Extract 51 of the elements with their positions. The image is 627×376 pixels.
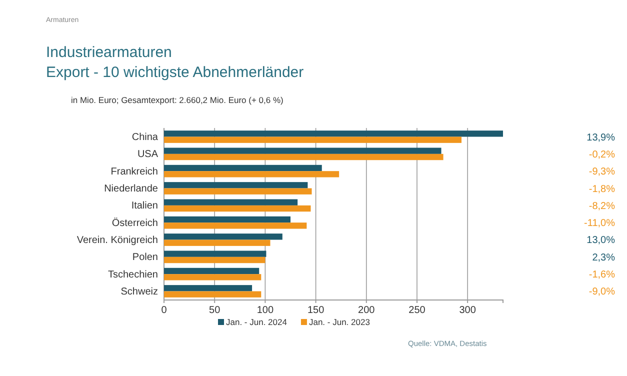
y-tick-label: China bbox=[132, 132, 158, 143]
bar bbox=[164, 130, 503, 137]
bar bbox=[164, 171, 340, 178]
legend-label: Jan. - Jun. 2023 bbox=[308, 317, 370, 327]
y-tick-label: Schweiz bbox=[120, 286, 158, 298]
bar bbox=[164, 205, 311, 212]
y-tick-label: Polen bbox=[132, 252, 158, 264]
text: -11,0% bbox=[584, 218, 616, 230]
y-tick-label: Frankreich bbox=[110, 166, 158, 178]
x-tick-label: 150 bbox=[307, 305, 325, 316]
x-tick-label: 50 bbox=[209, 305, 221, 316]
x-tick-label: 100 bbox=[256, 305, 274, 316]
bar bbox=[164, 148, 442, 154]
y-tick-label: Österreich bbox=[112, 216, 158, 229]
y-tick-label: Niederlande bbox=[104, 183, 158, 194]
y-tick-label: USA bbox=[137, 149, 158, 160]
text: -8,2% bbox=[588, 200, 616, 212]
bar bbox=[164, 256, 266, 264]
x-tick-label: 0 bbox=[161, 305, 168, 316]
bar bbox=[164, 188, 312, 194]
text: 2,3% bbox=[592, 252, 616, 264]
bar bbox=[164, 136, 462, 143]
text: -1,8% bbox=[588, 184, 616, 195]
chart-title: Industriearmaturen Export - 10 wichtigste Abnehmerländer bbox=[46, 44, 304, 81]
bar bbox=[164, 274, 262, 280]
bar bbox=[164, 240, 270, 246]
text: -1,6% bbox=[588, 270, 616, 281]
y-tick-label: Tschechien bbox=[108, 269, 158, 280]
legend-label: Jan. - Jun. 2024 bbox=[226, 317, 288, 327]
text: -9,3% bbox=[588, 166, 616, 178]
text: -0,2% bbox=[588, 149, 616, 160]
chart-subtitle: in Mio. Euro; Gesamtexport: 2.660,2 Mio. Euro (+ 0,6 %) bbox=[71, 95, 284, 105]
bar bbox=[164, 250, 266, 257]
bar bbox=[164, 164, 322, 172]
x-tick-label: 200 bbox=[358, 305, 376, 316]
bar bbox=[164, 216, 290, 223]
bar bbox=[164, 222, 307, 229]
bar bbox=[164, 199, 298, 206]
x-tick-label: 300 bbox=[459, 305, 476, 316]
x-tick-label: 250 bbox=[408, 305, 426, 316]
bar bbox=[164, 234, 282, 240]
y-tick-label: Italien bbox=[131, 200, 158, 212]
y-tick-label: Verein. Königreich bbox=[76, 234, 158, 246]
bar bbox=[164, 154, 444, 160]
bar bbox=[164, 268, 260, 274]
bar bbox=[164, 291, 262, 298]
text: 13,9% bbox=[586, 132, 616, 144]
bar bbox=[164, 182, 308, 188]
text: -9,0% bbox=[588, 286, 616, 298]
text: 13,0% bbox=[586, 235, 616, 246]
bar bbox=[164, 285, 252, 292]
